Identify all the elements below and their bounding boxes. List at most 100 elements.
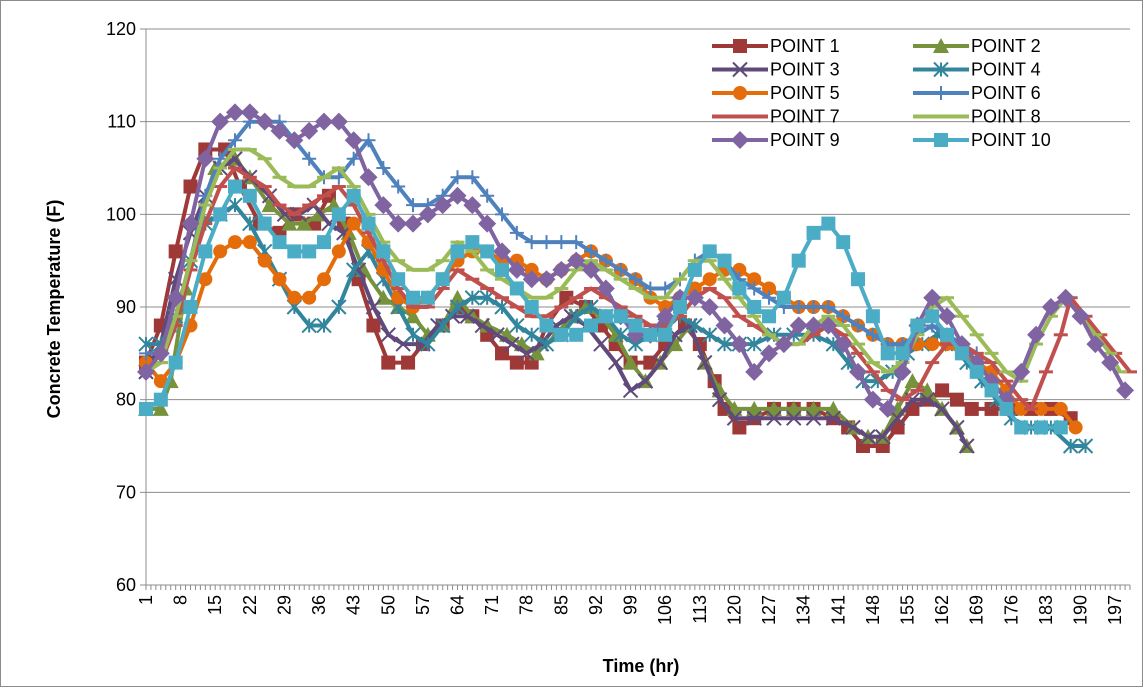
x-tick-label: 29 (274, 595, 294, 615)
legend-label: POINT 3 (770, 60, 840, 80)
data-point (612, 327, 629, 343)
data-point (361, 216, 376, 231)
x-tick-label: 120 (724, 595, 744, 625)
legend-entry: POINT 2 (913, 36, 1041, 56)
data-point (825, 400, 842, 416)
data-point (834, 335, 853, 354)
legend-label: POINT 7 (770, 107, 840, 127)
data-point (196, 149, 215, 168)
data-point (524, 235, 539, 250)
data-point (984, 383, 999, 398)
y-tick-label: 90 (116, 297, 136, 317)
data-point (889, 410, 906, 426)
data-point (925, 337, 940, 352)
data-point (433, 196, 452, 215)
data-point (702, 272, 717, 287)
data-point (404, 214, 423, 233)
data-point (139, 401, 153, 416)
data-point (762, 290, 777, 305)
data-point (935, 383, 950, 398)
data-point (613, 262, 628, 277)
data-point (1012, 362, 1031, 381)
data-point (261, 197, 278, 213)
data-point (166, 288, 185, 307)
data-point (746, 336, 762, 352)
data-point (747, 272, 762, 287)
data-point (878, 399, 897, 418)
data-point (598, 309, 613, 324)
legend-marker (934, 133, 948, 147)
data-point (836, 235, 851, 250)
data-point (1116, 381, 1135, 400)
data-point (495, 207, 510, 222)
data-point (1068, 420, 1083, 435)
data-point (198, 244, 213, 259)
data-point (450, 170, 465, 185)
data-point (359, 168, 378, 187)
legend-marker (733, 39, 747, 53)
data-point (875, 429, 891, 445)
legend-entry: POINT 7 (712, 107, 840, 127)
legend-label: POINT 5 (770, 83, 840, 103)
data-point (766, 410, 782, 426)
data-point (463, 196, 482, 215)
x-tick-label: 43 (344, 595, 364, 615)
data-point (495, 262, 510, 277)
data-point (825, 410, 842, 426)
data-point (567, 251, 586, 270)
data-point (959, 438, 975, 454)
data-point (849, 362, 868, 381)
data-point (643, 355, 658, 370)
data-point (596, 279, 615, 298)
data-point (331, 207, 346, 222)
data-point (964, 401, 979, 416)
data-point (509, 317, 525, 334)
legend-marker (731, 131, 749, 149)
data-point (819, 316, 838, 335)
data-point (658, 327, 673, 342)
legend-marker (733, 86, 747, 100)
data-point (919, 382, 936, 398)
data-point (732, 281, 747, 296)
data-point (791, 300, 806, 314)
data-point (242, 235, 257, 250)
data-point (701, 327, 718, 343)
data-point (228, 179, 243, 194)
data-point (301, 317, 317, 334)
x-tick-label: 113 (690, 595, 710, 624)
gridlines (146, 28, 1130, 586)
data-point (836, 309, 851, 324)
data-point (785, 400, 802, 416)
x-axis-title: Time (hr) (603, 656, 680, 676)
data-point (717, 253, 732, 268)
data-point (821, 300, 836, 314)
legend-marker (933, 38, 949, 53)
data-point (805, 400, 822, 416)
data-point (711, 391, 728, 408)
data-point (420, 290, 435, 305)
data-point (272, 272, 287, 287)
data-point (760, 344, 779, 363)
data-point (1086, 335, 1105, 354)
data-point (845, 419, 861, 436)
data-point (302, 151, 317, 166)
x-tick-label: 169 (967, 595, 987, 625)
data-point (895, 346, 910, 361)
data-point (316, 317, 332, 334)
x-tick-label: 141 (828, 595, 848, 625)
data-point (317, 235, 332, 250)
data-point (507, 260, 526, 279)
data-point (272, 235, 287, 250)
y-tick-label: 120 (106, 19, 136, 39)
data-point (381, 355, 396, 370)
data-point (227, 197, 243, 213)
data-point (552, 260, 571, 279)
legend-marker (934, 86, 948, 100)
data-point (522, 270, 541, 289)
data-point (465, 235, 480, 250)
data-point (153, 374, 168, 389)
data-point (1062, 438, 1079, 454)
data-point (776, 290, 791, 305)
data-point (255, 112, 274, 131)
